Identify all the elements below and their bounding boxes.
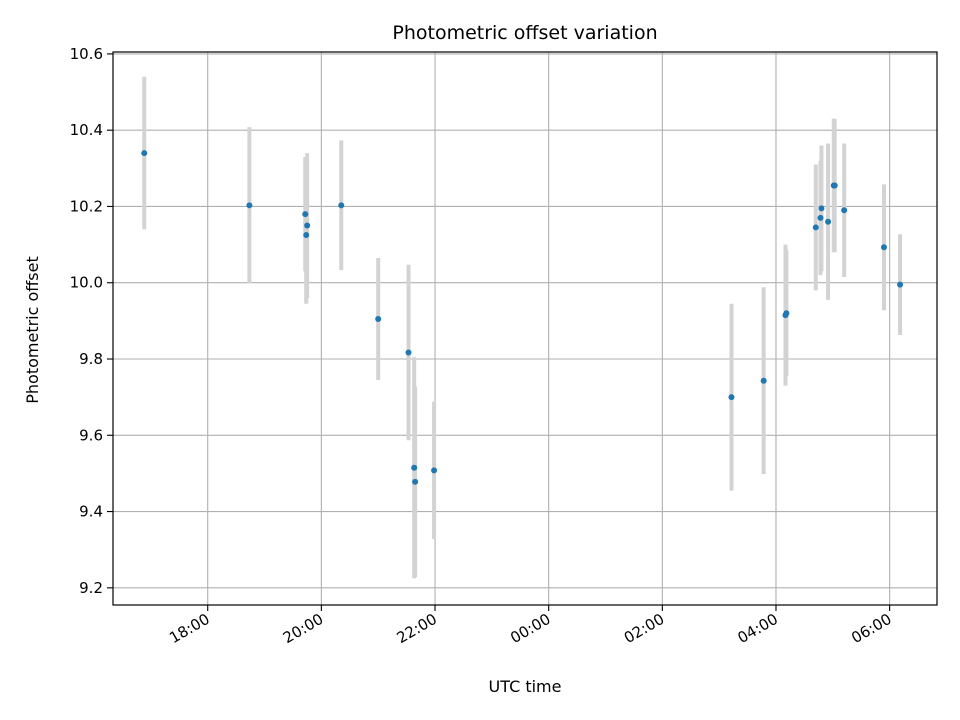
data-point (141, 150, 148, 157)
data-point (411, 464, 418, 471)
y-tick-label: 9.6 (79, 426, 103, 444)
data-point (375, 315, 382, 322)
y-tick-label: 10.0 (70, 274, 103, 292)
plot-frame (112, 51, 938, 606)
data-point (897, 281, 904, 288)
data-point (880, 244, 887, 251)
y-tick-label: 10.6 (70, 45, 103, 63)
data-point (841, 207, 848, 214)
data-point (302, 211, 309, 218)
y-axis-label: Photometric offset (23, 256, 42, 404)
y-axis-ticks: 9.2 9.4 9.6 9.8 10.0 10.2 10.4 10.6 (70, 45, 113, 597)
data-points (141, 150, 904, 485)
y-tick-label: 10.2 (70, 197, 103, 215)
data-point (412, 478, 419, 485)
y-tick-label: 10.4 (70, 121, 103, 139)
data-point (405, 349, 412, 356)
data-point (303, 232, 310, 239)
data-point (818, 205, 825, 212)
x-axis-label: UTC time (489, 677, 562, 696)
data-point (812, 224, 819, 231)
chart-title: Photometric offset variation (392, 22, 657, 44)
y-tick-label: 9.2 (79, 579, 103, 597)
grid (113, 52, 937, 605)
data-point (825, 218, 832, 225)
data-point (246, 202, 253, 209)
data-point (338, 202, 345, 209)
plot-area (113, 52, 937, 605)
data-point (728, 394, 735, 401)
data-point (831, 182, 838, 189)
y-tick-label: 9.8 (79, 350, 103, 368)
y-tick-label: 9.4 (79, 503, 103, 521)
data-point (783, 310, 790, 317)
data-point (817, 214, 824, 221)
data-point (304, 222, 311, 229)
data-point (760, 377, 767, 384)
data-point (431, 467, 438, 474)
